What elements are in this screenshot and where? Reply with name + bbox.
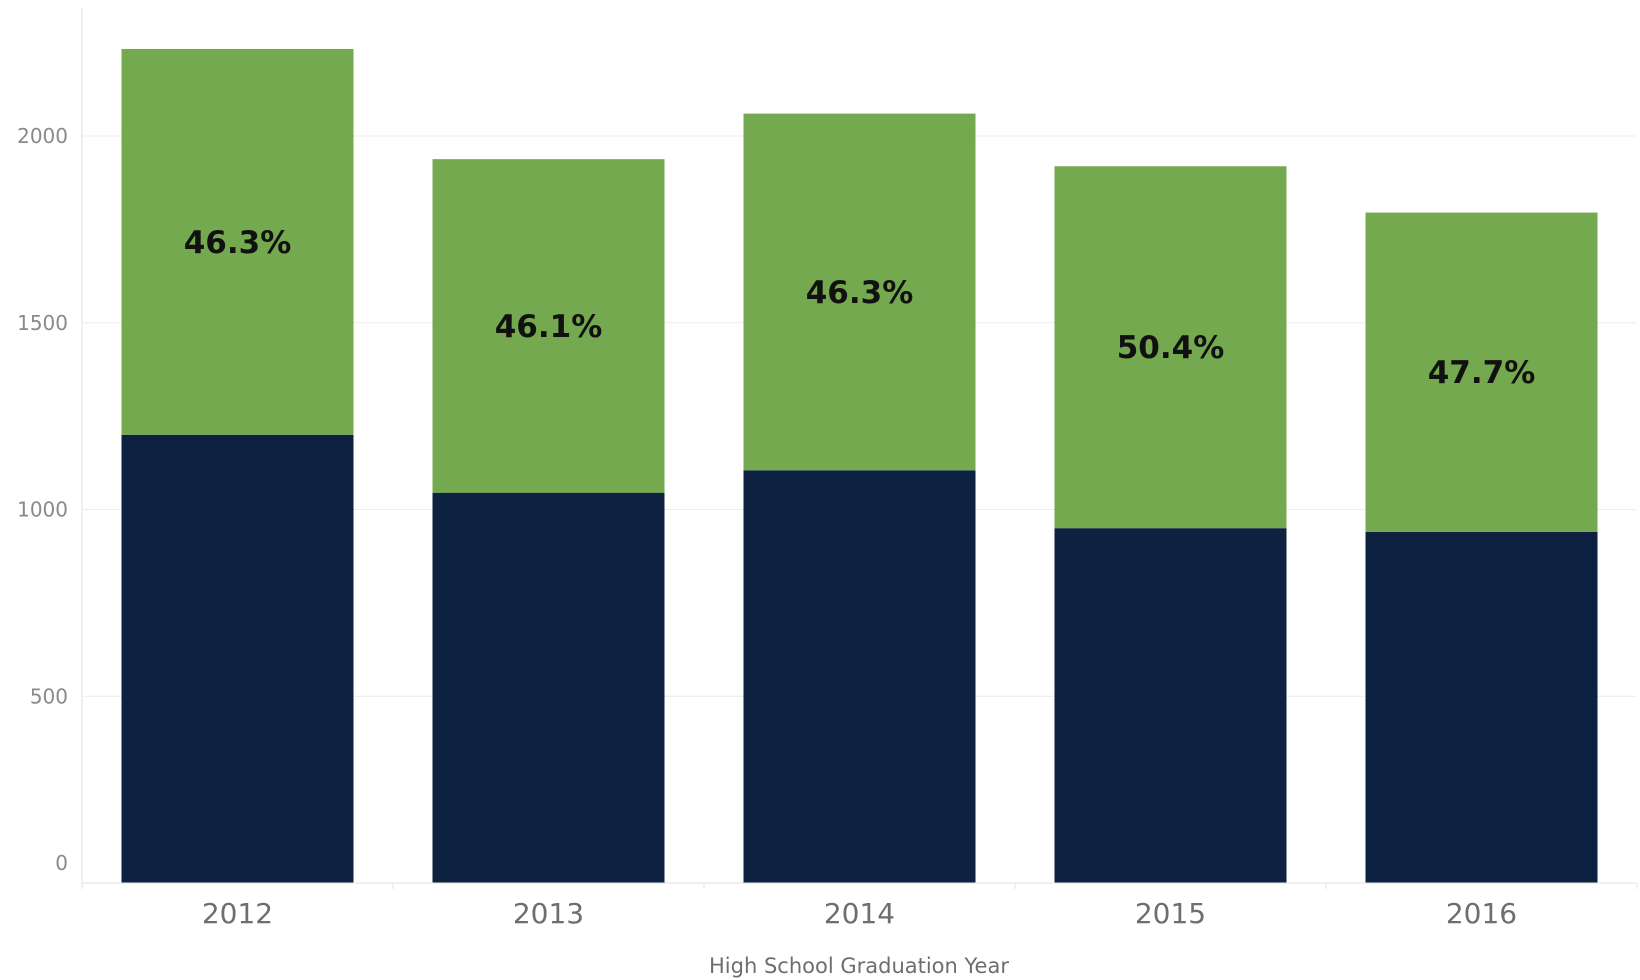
x-axis: 2012 2013 2014 2015 2016 — [82, 883, 1637, 930]
bar-segment-2014-lower — [744, 470, 976, 883]
data-label-2016: 47.7% — [1428, 355, 1536, 391]
data-label-2014: 46.3% — [806, 275, 914, 311]
x-tick-label-2015: 2015 — [1135, 897, 1206, 930]
bar-segment-2013-lower — [433, 493, 665, 883]
bars — [122, 49, 1598, 883]
x-tick-label-2014: 2014 — [824, 897, 895, 930]
y-tick-label: 1000 — [17, 498, 68, 522]
x-axis-title: High School Graduation Year — [709, 954, 1009, 978]
y-tick-label: 1500 — [17, 311, 68, 335]
x-tick-label-2016: 2016 — [1446, 897, 1517, 930]
y-tick-label: 0 — [55, 851, 68, 875]
bar-segment-2016-lower — [1366, 532, 1598, 883]
bar-segment-2012-lower — [122, 435, 354, 883]
bar-segment-2015-lower — [1055, 528, 1287, 883]
y-tick-label: 2000 — [17, 124, 68, 148]
data-label-2015: 50.4% — [1117, 330, 1225, 366]
x-tick-label-2012: 2012 — [202, 897, 273, 930]
x-tick-label-2013: 2013 — [513, 897, 584, 930]
y-axis: 0 500 1000 1500 2000 — [17, 8, 82, 883]
data-label-2013: 46.1% — [495, 309, 603, 345]
y-tick-label: 500 — [30, 684, 68, 708]
data-label-2012: 46.3% — [184, 225, 292, 261]
